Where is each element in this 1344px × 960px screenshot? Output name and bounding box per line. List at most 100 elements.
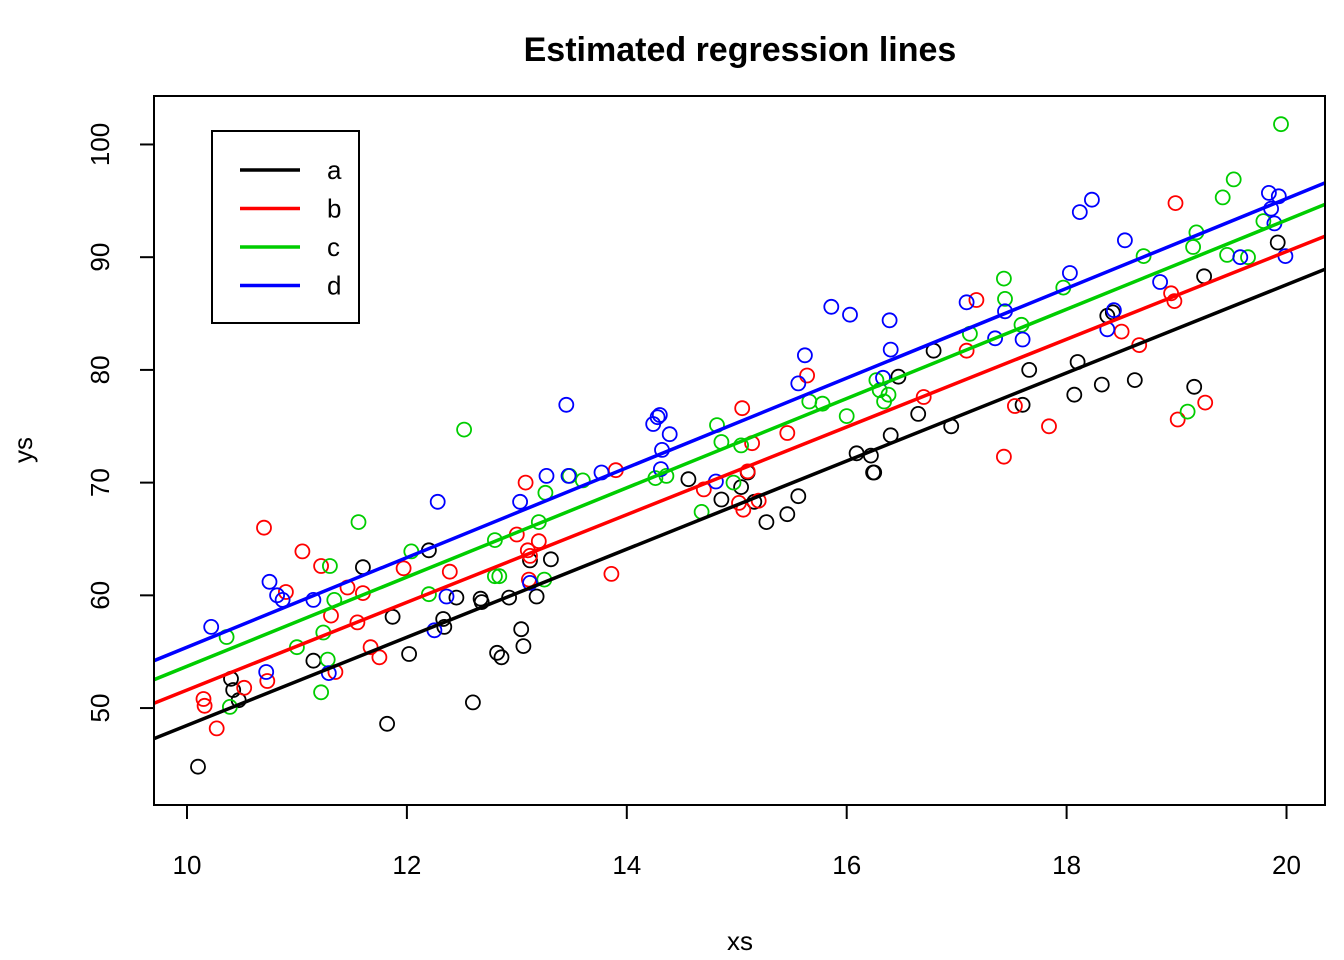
data-point-d <box>842 306 858 323</box>
y-axis-label: ys <box>8 437 38 463</box>
data-point-a <box>489 644 506 661</box>
data-point-d <box>512 493 528 510</box>
data-point-d <box>797 347 813 364</box>
data-point-c <box>313 684 330 701</box>
y-tick-label: 60 <box>85 581 115 610</box>
data-point-c <box>321 558 338 574</box>
data-point-d <box>823 298 840 315</box>
data-point-a <box>543 551 559 568</box>
data-point-c <box>350 514 367 530</box>
data-point-d <box>1261 184 1277 201</box>
data-point-d <box>1232 249 1249 266</box>
data-point-a <box>1269 234 1286 251</box>
data-point-a <box>305 652 322 669</box>
data-point-a <box>515 638 532 654</box>
data-point-d <box>653 461 669 478</box>
data-point-a <box>464 694 481 711</box>
data-point-b <box>294 543 311 560</box>
data-point-a <box>1186 378 1203 395</box>
data-point-c <box>486 568 503 585</box>
data-point-d <box>1084 191 1100 208</box>
data-point-a <box>1021 361 1038 378</box>
data-point-a <box>493 649 510 666</box>
data-point-c <box>1225 171 1242 188</box>
legend-label-c: c <box>327 232 340 262</box>
data-point-b <box>1166 293 1183 310</box>
data-point-c <box>456 421 473 438</box>
x-tick-label: 12 <box>392 850 421 880</box>
data-point-c <box>1273 116 1289 133</box>
data-point-b <box>915 389 932 405</box>
data-point-b <box>256 519 272 536</box>
data-point-d <box>882 341 899 358</box>
data-point-c <box>1185 239 1201 255</box>
chart-title: Estimated regression lines <box>524 31 957 69</box>
data-point-b <box>779 425 796 441</box>
data-point-c <box>420 586 437 603</box>
data-point-a <box>758 514 775 530</box>
data-point-b <box>313 558 330 574</box>
data-point-a <box>910 405 927 422</box>
regression-line-b <box>154 234 1325 705</box>
data-point-b <box>395 560 412 577</box>
data-point-a <box>1126 372 1143 389</box>
data-point-c <box>1219 246 1235 263</box>
data-point-a <box>713 491 730 508</box>
data-point-a <box>890 368 907 385</box>
data-point-d <box>881 312 898 329</box>
data-point-a <box>1014 396 1031 413</box>
data-point-b <box>208 720 225 737</box>
data-point-b <box>734 400 751 417</box>
x-tick-label: 14 <box>612 850 641 880</box>
data-point-a <box>733 479 749 496</box>
regression-line-c <box>154 202 1325 682</box>
data-point-d <box>429 493 446 510</box>
data-point-d <box>1152 274 1168 290</box>
data-point-c <box>1214 189 1231 206</box>
data-point-d <box>269 587 286 604</box>
data-point-d <box>1062 265 1078 281</box>
data-point-d <box>649 409 666 426</box>
x-tick-label: 20 <box>1272 850 1301 880</box>
data-point-d <box>1014 331 1031 348</box>
legend-label-b: b <box>327 194 341 224</box>
data-point-c <box>491 568 508 585</box>
data-point-a <box>190 758 206 775</box>
data-point-b <box>259 673 276 689</box>
data-point-a <box>790 488 807 505</box>
data-point-b <box>1007 398 1023 414</box>
data-point-a <box>379 715 396 732</box>
data-point-b <box>1041 418 1057 435</box>
data-point-d <box>1106 302 1122 319</box>
y-tick-label: 100 <box>85 123 115 166</box>
data-point-c <box>725 474 742 491</box>
x-tick-label: 10 <box>173 850 202 880</box>
data-point-a <box>384 608 401 625</box>
data-point-d <box>958 294 975 311</box>
points-layer <box>190 116 1294 775</box>
data-point-d <box>1117 232 1133 249</box>
data-point-d <box>1071 204 1088 221</box>
data-point-d <box>651 407 668 423</box>
x-tick-label: 16 <box>832 850 861 880</box>
data-point-c <box>838 408 855 425</box>
data-point-b <box>1169 411 1186 428</box>
regression-line-d <box>154 181 1325 663</box>
data-point-d <box>438 588 455 605</box>
regression-line-a <box>154 267 1325 741</box>
data-point-a <box>448 589 465 606</box>
data-point-d <box>987 330 1003 347</box>
y-tick-label: 50 <box>85 694 115 723</box>
data-point-d <box>522 575 538 591</box>
data-point-b <box>603 566 620 582</box>
data-point-d <box>258 664 275 680</box>
y-tick-label: 80 <box>85 355 115 384</box>
legend-label-a: a <box>327 155 342 185</box>
data-point-b <box>195 691 212 707</box>
data-point-a <box>401 646 418 662</box>
data-point-b <box>968 292 985 308</box>
data-point-b <box>517 474 534 491</box>
data-point-a <box>680 471 697 488</box>
